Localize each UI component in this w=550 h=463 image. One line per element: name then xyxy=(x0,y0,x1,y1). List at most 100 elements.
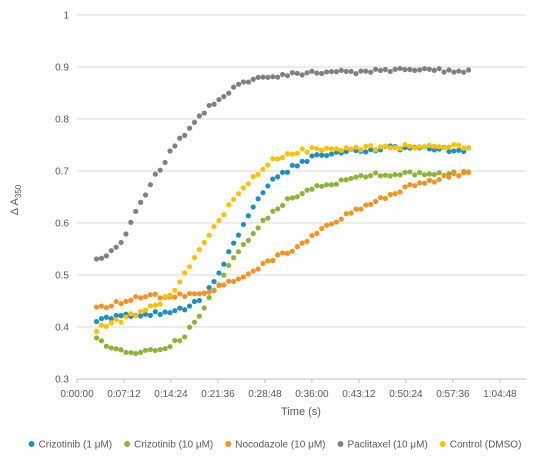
data-point xyxy=(240,79,247,85)
data-point xyxy=(177,338,183,344)
data-point xyxy=(275,156,281,162)
data-point xyxy=(358,173,364,179)
data-point xyxy=(304,238,310,244)
data-point xyxy=(167,148,173,154)
data-point xyxy=(284,196,291,202)
data-point xyxy=(338,147,344,153)
data-point xyxy=(382,143,388,149)
data-point xyxy=(235,249,242,255)
gridlines xyxy=(77,14,526,380)
data-point xyxy=(343,177,349,183)
data-point xyxy=(226,278,232,284)
data-point xyxy=(172,337,178,344)
data-point xyxy=(142,347,149,353)
data-point xyxy=(113,244,119,250)
data-point xyxy=(392,191,398,197)
data-point xyxy=(196,313,202,319)
data-point xyxy=(289,248,295,254)
data-point xyxy=(358,68,364,74)
legend-label: Paclitaxel (10 μM) xyxy=(348,440,428,451)
legend-label: Crizotinib (10 μM) xyxy=(134,440,213,451)
data-point xyxy=(182,132,188,138)
data-point xyxy=(167,344,173,350)
data-point xyxy=(461,170,467,176)
data-point xyxy=(108,345,114,351)
data-point xyxy=(201,239,207,246)
data-point xyxy=(270,156,276,162)
data-point xyxy=(128,311,134,317)
data-point xyxy=(348,68,354,75)
x-tick-label: 0:14:24 xyxy=(154,389,188,400)
data-point xyxy=(451,148,457,154)
data-point xyxy=(138,308,144,315)
legend-marker xyxy=(439,441,446,447)
data-point xyxy=(235,81,242,87)
data-point xyxy=(299,72,305,78)
data-point xyxy=(216,283,222,289)
data-point xyxy=(240,241,247,248)
x-tick-label: 1:04:48 xyxy=(483,389,517,400)
data-point xyxy=(299,146,305,152)
x-tick-label: 0:28:48 xyxy=(248,389,282,400)
data-point xyxy=(98,255,105,261)
data-point xyxy=(441,172,447,179)
data-point xyxy=(324,152,330,159)
data-point xyxy=(157,301,163,307)
data-point xyxy=(186,125,193,131)
data-point xyxy=(421,180,428,186)
data-point xyxy=(319,183,325,189)
data-point xyxy=(142,311,149,317)
data-point xyxy=(191,298,198,305)
data-point xyxy=(304,158,310,165)
data-point xyxy=(265,183,271,189)
data-point xyxy=(216,270,222,276)
data-point xyxy=(328,146,335,152)
data-point xyxy=(368,201,374,208)
data-point xyxy=(343,68,349,74)
data-point xyxy=(382,195,388,202)
data-point xyxy=(152,309,158,315)
data-point xyxy=(328,182,335,188)
data-point xyxy=(167,292,173,298)
data-point xyxy=(157,311,163,318)
data-point xyxy=(211,279,217,285)
data-point xyxy=(377,195,384,201)
data-point xyxy=(270,176,276,182)
data-point xyxy=(382,66,388,73)
legend-marker xyxy=(337,441,344,447)
data-point xyxy=(407,143,413,149)
data-point xyxy=(221,272,227,278)
data-point xyxy=(402,169,408,175)
data-point xyxy=(328,151,335,157)
data-point xyxy=(196,297,202,304)
data-point xyxy=(103,253,109,259)
legend: Crizotinib (1 μM) Crizotinib (10 μM) Nocod… xyxy=(28,440,522,451)
data-point xyxy=(113,298,119,305)
data-point xyxy=(186,264,193,270)
data-point xyxy=(426,171,433,177)
data-point xyxy=(431,171,437,178)
data-point xyxy=(461,69,467,75)
data-point xyxy=(436,176,442,183)
data-point xyxy=(93,318,100,325)
data-point xyxy=(128,350,134,356)
data-point xyxy=(206,289,212,295)
data-point xyxy=(417,180,423,186)
data-point xyxy=(162,159,168,166)
data-point xyxy=(363,68,369,74)
data-point xyxy=(240,274,247,280)
legend-label: Control (DMSO) xyxy=(450,440,522,451)
legend-marker xyxy=(124,441,131,447)
data-point xyxy=(372,147,379,153)
data-point xyxy=(465,67,472,73)
data-point xyxy=(319,70,325,77)
data-point xyxy=(177,135,183,141)
data-point xyxy=(250,204,256,210)
data-point xyxy=(431,67,437,73)
data-point xyxy=(446,67,452,73)
data-point xyxy=(333,146,340,152)
data-point xyxy=(260,190,266,196)
data-point xyxy=(314,70,320,76)
data-point xyxy=(152,347,158,354)
